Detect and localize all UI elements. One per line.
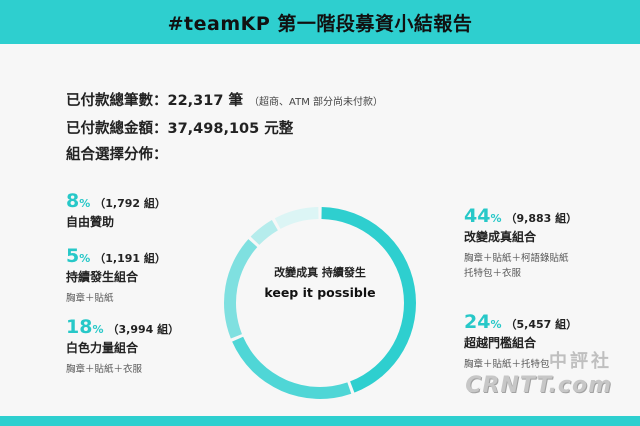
group-count: （3,994 組） xyxy=(107,323,180,336)
paid-count-line: 已付款總筆數：22,317 筆 （超商、ATM 部分尚未付款） xyxy=(66,88,383,116)
paid-count-note: （超商、ATM 部分尚未付款） xyxy=(249,97,383,108)
paid-count-label: 已付款總筆數：22,317 筆 xyxy=(66,93,244,109)
percent-value: 18 xyxy=(66,316,93,338)
item-name: 持續發生組合 xyxy=(66,270,139,284)
item-change-combo: 44% （9,883 組） 改變成真組合 胸章＋貼紙＋柯語錄貼紙 托特包＋衣服 xyxy=(464,205,577,281)
item-name: 改變成真組合 xyxy=(464,230,537,244)
distribution-donut-chart xyxy=(224,207,417,399)
item-free-sponsor: 8% （1,792 組） 自由贊助 xyxy=(66,190,166,230)
donut-slice xyxy=(224,239,258,339)
percent-sign: % xyxy=(92,323,104,336)
paid-amount-line: 已付款總金額：37,498,105 元整 xyxy=(66,121,294,137)
percent-value: 8 xyxy=(66,190,80,212)
percent-value: 44 xyxy=(464,205,491,227)
percent-value: 5 xyxy=(66,245,80,267)
percent-sign: % xyxy=(79,252,91,265)
percent-value: 24 xyxy=(464,311,491,333)
percent-sign: % xyxy=(79,197,91,210)
percent-sign: % xyxy=(490,212,502,225)
center-slogan-en: keep it possible xyxy=(264,285,376,300)
donut-slice xyxy=(232,336,352,399)
group-count: （1,191 組） xyxy=(94,252,166,265)
header-bar: #teamKP 第一階段募資小結報告 xyxy=(0,0,640,44)
center-slogan-cn: 改變成真 持續發生 xyxy=(274,266,366,279)
donut-center-text: 改變成真 持續發生 keep it possible xyxy=(240,264,400,300)
footer-bar xyxy=(0,416,640,426)
donut-slice xyxy=(274,207,319,229)
donut-slice xyxy=(250,219,278,245)
item-name: 白色力量組合 xyxy=(66,341,139,355)
group-count: （9,883 組） xyxy=(505,212,578,225)
item-continue-combo: 5% （1,191 組） 持續發生組合 胸章＋貼紙 xyxy=(66,245,166,306)
donut-slice xyxy=(321,207,417,393)
watermark-line-1: 中評社 xyxy=(549,351,612,372)
percent-sign: % xyxy=(490,318,502,331)
watermark: 中評社 CRNTT.com xyxy=(465,347,612,398)
item-name: 超越門檻組合 xyxy=(464,336,537,350)
item-contents: 胸章＋貼紙＋托特包 xyxy=(464,359,550,370)
group-count: （1,792 組） xyxy=(94,197,166,210)
distribution-heading: 組合選擇分佈： xyxy=(66,147,168,163)
group-count: （5,457 組） xyxy=(505,318,578,331)
item-name: 自由贊助 xyxy=(66,215,115,229)
item-contents-line: 胸章＋貼紙＋柯語錄貼紙 xyxy=(464,253,569,264)
watermark-line-2: CRNTT.com xyxy=(465,373,612,398)
item-white-power-combo: 18% （3,994 組） 白色力量組合 胸章＋貼紙＋衣服 xyxy=(66,316,179,377)
item-contents: 胸章＋貼紙＋衣服 xyxy=(66,364,143,375)
item-beyond-combo: 24% （5,457 組） 超越門檻組合 胸章＋貼紙＋托特包 xyxy=(464,311,577,372)
item-contents: 胸章＋貼紙 xyxy=(66,293,114,304)
item-contents: 胸章＋貼紙＋柯語錄貼紙 托特包＋衣服 xyxy=(464,251,577,281)
item-contents-line: 托特包＋衣服 xyxy=(464,268,522,279)
summary-block: 已付款總筆數：22,317 筆 （超商、ATM 部分尚未付款） 已付款總金額：37… xyxy=(66,88,383,168)
page-title: #teamKP 第一階段募資小結報告 xyxy=(167,12,473,35)
